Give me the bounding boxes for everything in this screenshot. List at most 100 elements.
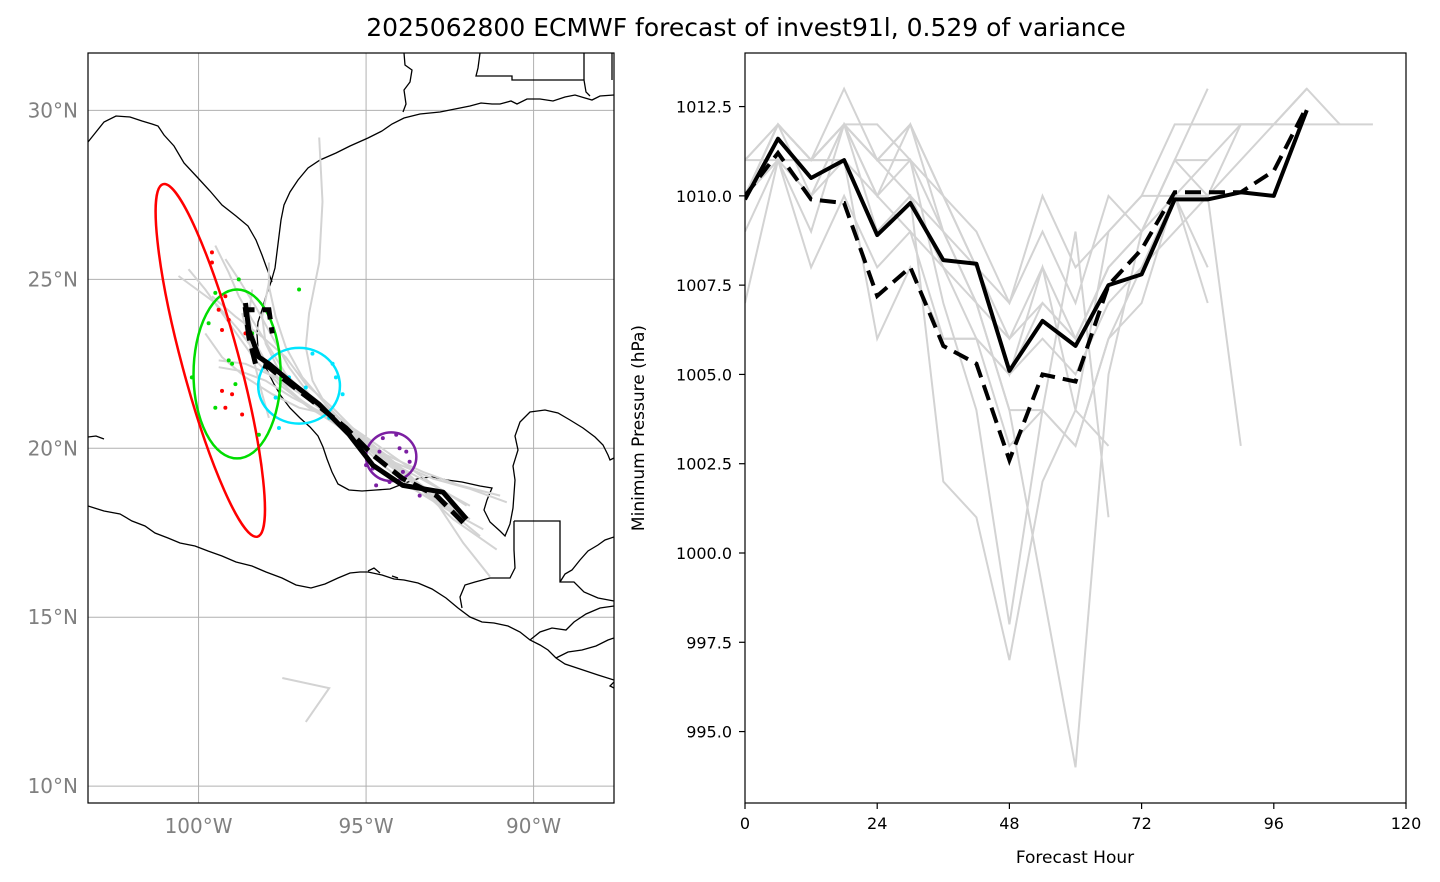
- x-tick-label: 48: [999, 814, 1019, 833]
- y-tick-label: 1007.5: [676, 276, 732, 295]
- member-position-dot: [240, 412, 245, 417]
- y-tick-label: 1002.5: [676, 455, 732, 474]
- mean-line: [745, 109, 1309, 373]
- x-axis-label: Forecast Hour: [1016, 848, 1134, 868]
- member-position-dot: [273, 395, 278, 400]
- member-position-dot: [417, 493, 422, 498]
- member-position-dot: [374, 483, 379, 488]
- ensemble-track: [267, 262, 501, 497]
- uncertainty-ellipses: [154, 182, 418, 539]
- ensemble-track: [304, 137, 484, 531]
- ensemble-member-lines: [745, 86, 1373, 768]
- member-position-dot: [209, 260, 214, 265]
- member-position-dot: [397, 446, 402, 451]
- position-clusters: [189, 250, 422, 498]
- state-border-top-2: [475, 53, 591, 97]
- guatemala-border: [459, 521, 516, 609]
- figure-title: 2025062800 ECMWF forecast of invest91l, …: [366, 13, 1126, 42]
- mean-pressure-line: [745, 109, 1309, 373]
- member-position-dot: [404, 449, 409, 454]
- member-position-dot: [220, 328, 225, 333]
- lat-tick-label: 15°N: [28, 605, 78, 629]
- member-position-dot: [213, 405, 218, 410]
- uncertainty-ellipse: [256, 346, 342, 425]
- y-tick-label: 995.0: [686, 723, 732, 742]
- y-tick-label: 1010.0: [676, 187, 732, 206]
- member-position-dot: [407, 459, 412, 464]
- member-position-dot: [213, 290, 218, 295]
- pacific-coast-bit: [608, 681, 614, 689]
- lat-tick-label: 20°N: [28, 436, 78, 460]
- x-tick-label: 0: [740, 814, 750, 833]
- member-position-dot: [377, 449, 382, 454]
- coastlines: [88, 53, 614, 689]
- honduras-border: [555, 637, 614, 659]
- member-position-dot: [333, 375, 338, 380]
- lon-tick-label: 95°W: [338, 814, 393, 838]
- median-line: [745, 105, 1309, 466]
- member-position-dot: [189, 375, 194, 380]
- upper-left-coast: [88, 115, 273, 283]
- y-tick-label: 1000.0: [676, 544, 732, 563]
- yucatan-border: [514, 520, 614, 602]
- member-line: [745, 122, 1209, 342]
- x-tick-label: 24: [867, 814, 887, 833]
- member-position-dot: [387, 480, 392, 485]
- x-tick-label: 72: [1131, 814, 1151, 833]
- member-position-dot: [276, 426, 281, 430]
- left-edge-coast: [88, 435, 105, 440]
- island-1: [367, 567, 381, 574]
- y-tick-label: 1012.5: [676, 98, 732, 117]
- mean-track: [243, 302, 469, 521]
- member-position-dot: [226, 358, 231, 363]
- gulf-coastline: [256, 94, 614, 538]
- pressure-ticks: 0 24 48 72 96 120 995.0 997.5 1000.0 1002.5 1005.0…: [676, 98, 1421, 833]
- member-position-dot: [230, 392, 235, 397]
- map-frame: [87, 52, 615, 804]
- el-salvador-border: [529, 605, 614, 641]
- pressure-chart: 0 24 48 72 96 120 995.0 997.5 1000.0 1002.5 1005.0…: [629, 52, 1421, 868]
- lon-tick-label: 90°W: [506, 814, 561, 838]
- x-tick-label: 96: [1264, 814, 1284, 833]
- member-position-dot: [236, 277, 241, 282]
- lat-tick-label: 10°N: [28, 774, 78, 798]
- y-tick-label: 997.5: [686, 633, 732, 652]
- member-position-dot: [206, 321, 211, 326]
- member-position-dot: [297, 287, 302, 292]
- member-line: [745, 121, 1110, 625]
- member-position-dot: [209, 250, 214, 255]
- median-track-line: [242, 307, 465, 525]
- member-position-dot: [233, 382, 238, 387]
- uncertainty-ellipse: [154, 182, 267, 539]
- map-tick-labels: 10°N 15°N 20°N 25°N 30°N 100°W 95°W 90°W: [28, 98, 562, 838]
- lat-tick-label: 25°N: [28, 267, 78, 291]
- member-position-dot: [340, 392, 345, 397]
- x-tick-label: 120: [1391, 814, 1422, 833]
- member-position-dot: [310, 351, 315, 356]
- state-border-top: [402, 53, 413, 113]
- member-position-dot: [256, 432, 261, 437]
- pacific-coastline: [88, 505, 614, 681]
- member-position-dot: [223, 294, 228, 299]
- ensemble-track: [282, 677, 331, 723]
- median-pressure-line: [745, 105, 1309, 466]
- member-position-dot: [394, 432, 399, 437]
- y-axis-label: Minimum Pressure (hPa): [629, 325, 649, 531]
- pressure-frame: [744, 52, 1407, 804]
- member-position-dot: [226, 317, 231, 322]
- y-tick-label: 1005.0: [676, 365, 732, 384]
- lon-tick-label: 100°W: [165, 814, 233, 838]
- member-position-dot: [330, 361, 335, 366]
- member-position-dot: [216, 307, 221, 312]
- member-position-dot: [364, 463, 369, 468]
- member-position-dot: [230, 361, 235, 366]
- central-america-coast: [559, 536, 614, 583]
- member-position-dot: [400, 469, 405, 474]
- mean-track-line: [243, 302, 469, 521]
- member-line: [745, 88, 1308, 377]
- median-track: [242, 307, 465, 525]
- member-position-dot: [380, 436, 385, 441]
- island-2: [391, 575, 399, 579]
- lat-tick-label: 30°N: [28, 98, 78, 122]
